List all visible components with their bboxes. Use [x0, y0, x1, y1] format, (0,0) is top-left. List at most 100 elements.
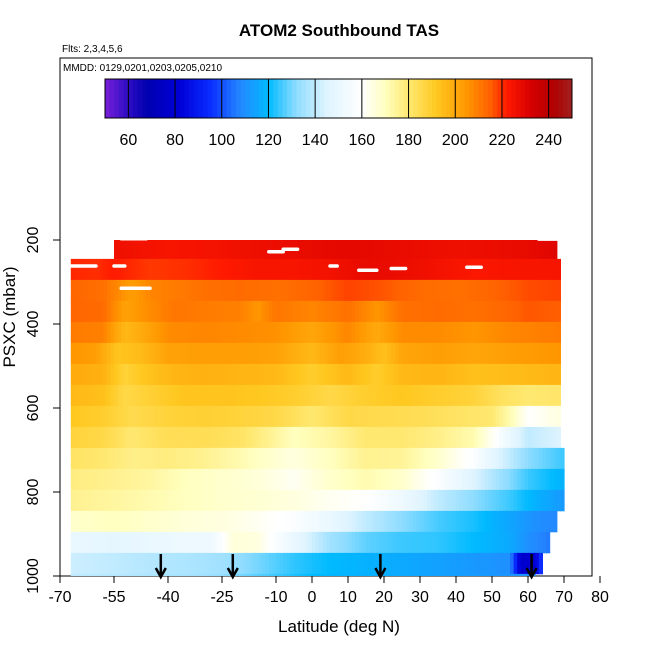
heatmap-cell: [110, 342, 115, 365]
heatmap-cell: [499, 342, 504, 365]
heatmap-cell: [452, 321, 457, 344]
heatmap-cell: [153, 240, 158, 260]
heatmap-cell: [103, 489, 108, 512]
heatmap-cell: [150, 510, 155, 533]
heatmap-cell: [477, 552, 482, 575]
x-tick-label: 70: [555, 589, 573, 606]
heatmap-cell: [236, 279, 241, 302]
heatmap-cell: [283, 552, 288, 575]
heatmap-cell: [193, 573, 198, 576]
heatmap-cell: [128, 240, 133, 260]
heatmap-cell: [171, 321, 176, 344]
heatmap-cell: [531, 405, 536, 428]
heatmap-cell: [286, 531, 291, 554]
heatmap-cell: [358, 573, 363, 576]
heatmap-cell: [477, 426, 482, 449]
heatmap-cell: [394, 489, 399, 512]
heatmap-cell: [70, 447, 75, 470]
heatmap-cell: [70, 489, 75, 512]
heatmap-cell: [416, 531, 421, 554]
heatmap-cell: [301, 384, 306, 407]
heatmap-cell: [171, 552, 176, 575]
heatmap-cell: [542, 489, 547, 512]
heatmap-cell: [416, 342, 421, 365]
heatmap-cell: [279, 426, 284, 449]
heatmap-cell: [452, 489, 457, 512]
heatmap-cell: [373, 468, 378, 491]
heatmap-cell: [330, 552, 335, 575]
heatmap-cell: [531, 468, 536, 491]
heatmap-cell: [286, 342, 291, 365]
heatmap-cell: [168, 468, 173, 491]
heatmap-cell: [484, 240, 489, 260]
heatmap-cell: [402, 342, 407, 365]
heatmap-cell: [326, 342, 331, 365]
heatmap-cell: [85, 426, 90, 449]
heatmap-cell: [132, 552, 137, 575]
heatmap-cell: [542, 384, 547, 407]
heatmap-cell: [524, 510, 529, 533]
heatmap-cell: [474, 573, 479, 576]
heatmap-cell: [470, 510, 475, 533]
heatmap-cell: [484, 510, 489, 533]
colorbar-swatch: [147, 79, 153, 118]
heatmap-cell: [510, 573, 515, 576]
heatmap-cell: [510, 363, 515, 386]
heatmap-cell: [272, 300, 277, 323]
heatmap-cell: [362, 510, 367, 533]
heatmap-cell: [128, 426, 133, 449]
heatmap-cell: [344, 321, 349, 344]
heatmap-cell: [546, 384, 551, 407]
heatmap-cell: [142, 426, 147, 449]
heatmap-cell: [175, 573, 180, 576]
heatmap-band: [70, 279, 561, 302]
heatmap-cell: [477, 573, 482, 576]
heatmap-cell: [315, 510, 320, 533]
colorbar-swatch: [254, 79, 260, 118]
heatmap-cell: [279, 531, 284, 554]
heatmap-cell: [484, 468, 489, 491]
heatmap-cell: [139, 510, 144, 533]
heatmap-band: [70, 510, 558, 533]
heatmap-cell: [319, 321, 324, 344]
heatmap-cell: [319, 279, 324, 302]
heatmap-cell: [492, 489, 497, 512]
heatmap-cell: [189, 468, 194, 491]
heatmap-cell: [387, 240, 392, 260]
heatmap-cell: [441, 279, 446, 302]
heatmap-cell: [438, 363, 443, 386]
heatmap-cell: [265, 552, 270, 575]
heatmap-cell: [153, 426, 158, 449]
heatmap-cell: [420, 531, 425, 554]
heatmap-cell: [441, 531, 446, 554]
heatmap-cell: [114, 405, 119, 428]
heatmap-cell: [186, 573, 191, 576]
heatmap-cell: [409, 405, 414, 428]
heatmap-cell: [243, 573, 248, 576]
heatmap-cell: [513, 384, 518, 407]
heatmap-cell: [265, 342, 270, 365]
heatmap-cell: [146, 240, 151, 260]
heatmap-cell: [502, 510, 507, 533]
heatmap-cell: [492, 279, 497, 302]
heatmap-cell: [344, 573, 349, 576]
heatmap-cell: [150, 468, 155, 491]
heatmap-cell: [416, 363, 421, 386]
heatmap-cell: [164, 279, 169, 302]
heatmap-cell: [114, 510, 119, 533]
heatmap-cell: [384, 510, 389, 533]
heatmap-cell: [243, 531, 248, 554]
heatmap-cell: [186, 405, 191, 428]
heatmap-cell: [448, 240, 453, 260]
heatmap-cell: [366, 363, 371, 386]
heatmap-cell: [250, 531, 255, 554]
heatmap-cell: [398, 447, 403, 470]
heatmap-cell: [290, 468, 295, 491]
heatmap-cell: [445, 384, 450, 407]
heatmap-cell: [189, 384, 194, 407]
heatmap-cell: [214, 300, 219, 323]
heatmap-cell: [204, 300, 209, 323]
heatmap-cell: [445, 258, 450, 281]
heatmap-cell: [510, 447, 515, 470]
colorbar-swatch: [380, 79, 386, 118]
